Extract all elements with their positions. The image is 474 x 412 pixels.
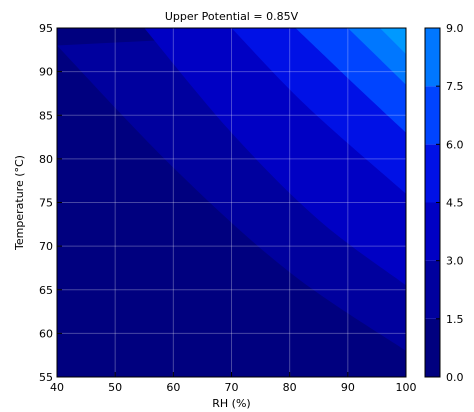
x-tick-label: 70 (225, 381, 239, 394)
colorbar-tick-label: 0.0 (446, 371, 464, 384)
colorbar-segment (425, 86, 440, 145)
x-tick-label: 40 (50, 381, 64, 394)
plot-area (57, 28, 406, 377)
colorbar-tick-label: 4.5 (446, 197, 464, 210)
colorbar-tick-label: 6.0 (446, 138, 464, 151)
colorbar-segment (425, 260, 440, 319)
x-axis-label: RH (%) (212, 397, 250, 410)
contour-band-5 (347, 28, 406, 85)
y-axis-ticks: 55 60 65 70 75 80 85 90 95 (39, 22, 62, 384)
colorbar-segment (425, 202, 440, 261)
y-axis-label: Temperature (°C) (13, 155, 26, 251)
grid-lines (57, 28, 406, 377)
x-axis-ticks: 40 50 60 70 80 90 100 (50, 372, 417, 394)
colorbar-tick-label: 1.5 (446, 313, 464, 326)
colorbar-tick-label: 7.5 (446, 80, 464, 93)
colorbar-segment (425, 144, 440, 203)
y-tick-label: 75 (39, 197, 53, 210)
y-tick-label: 60 (39, 327, 53, 340)
x-tick-label: 50 (108, 381, 122, 394)
chart-title: Upper Potential = 0.85V (165, 10, 299, 23)
contour-band-6 (379, 28, 406, 55)
colorbar-ticks: 9.0 7.5 6.0 4.5 3.0 1.5 0.0 (436, 22, 464, 384)
x-tick-label: 100 (396, 381, 417, 394)
colorbar-segment (425, 318, 440, 377)
colorbar-tick-label: 9.0 (446, 22, 464, 35)
y-tick-label: 70 (39, 240, 53, 253)
y-tick-label: 80 (39, 153, 53, 166)
y-tick-label: 90 (39, 66, 53, 79)
colorbar-segment (425, 28, 440, 87)
colorbar-tick-label: 3.0 (446, 255, 464, 268)
x-tick-label: 90 (341, 381, 355, 394)
y-tick-label: 85 (39, 109, 53, 122)
y-tick-label: 55 (39, 371, 53, 384)
y-tick-label: 95 (39, 22, 53, 35)
colorbar (424, 27, 441, 378)
x-tick-label: 80 (283, 381, 297, 394)
x-tick-label: 60 (166, 381, 180, 394)
y-tick-label: 65 (39, 284, 53, 297)
